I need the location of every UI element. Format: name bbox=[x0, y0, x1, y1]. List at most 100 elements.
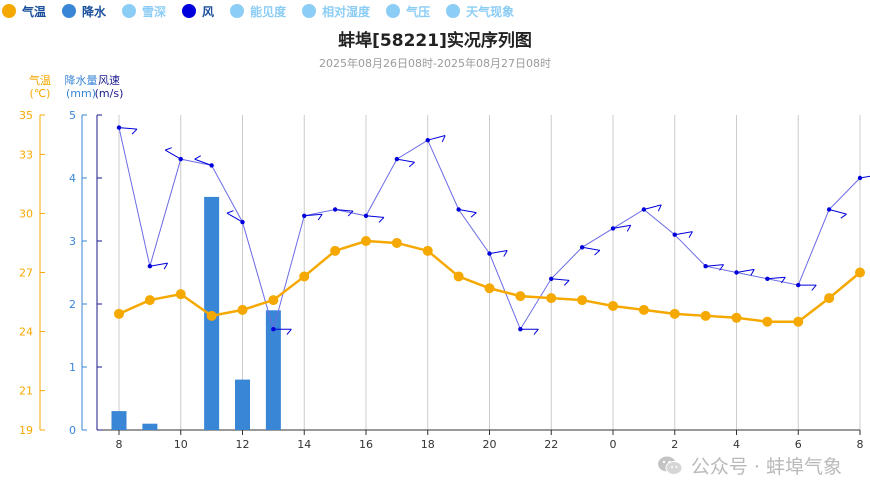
wind-point bbox=[857, 175, 863, 181]
wind-barb bbox=[226, 210, 243, 223]
wind-barb bbox=[520, 328, 539, 335]
temp-point bbox=[299, 271, 310, 282]
wind-barb bbox=[674, 231, 693, 238]
legend-marker-icon bbox=[302, 4, 317, 18]
precip-bar bbox=[111, 411, 127, 430]
temp-tick-label: 33 bbox=[19, 148, 33, 161]
wind-point bbox=[579, 245, 585, 250]
legend-marker-icon bbox=[122, 4, 137, 18]
legend-item[interactable]: 天气现象 bbox=[446, 3, 514, 20]
wind-barb-staff bbox=[164, 149, 182, 160]
wind-barb bbox=[612, 224, 632, 232]
x-tick-label: 10 bbox=[174, 438, 188, 451]
wind-barb-staff bbox=[705, 264, 724, 267]
chart-title: 蚌埠[58221]实况序列图 bbox=[338, 31, 532, 51]
precip-tick-label: 2 bbox=[69, 298, 76, 311]
x-tick-label: 14 bbox=[297, 438, 311, 451]
legend-label: 能见度 bbox=[250, 4, 287, 19]
temp-point bbox=[391, 237, 402, 248]
x-tick-label: 12 bbox=[236, 438, 250, 451]
temp-point bbox=[855, 267, 865, 278]
x-tick-label: 16 bbox=[359, 438, 373, 451]
wind-barb-staff bbox=[859, 175, 870, 179]
x-tick-label: 8 bbox=[116, 438, 123, 451]
wind-barb-flag bbox=[226, 210, 234, 214]
precip-bar bbox=[265, 310, 281, 430]
wind-barb bbox=[304, 213, 323, 221]
precip-bar bbox=[235, 379, 250, 430]
temp-point bbox=[114, 308, 124, 319]
wind-barb bbox=[489, 249, 508, 257]
watermark: 公众号 · 蚌埠气象 bbox=[657, 452, 842, 479]
wind-point bbox=[425, 138, 430, 143]
legend-label: 风 bbox=[202, 4, 215, 19]
wind-barb bbox=[396, 158, 415, 168]
wind-barb-flag bbox=[378, 217, 385, 223]
wind-barb bbox=[164, 147, 182, 160]
wind-axis-title: 风速 bbox=[98, 74, 120, 87]
wind-barb bbox=[643, 204, 662, 212]
wind-barb-flag bbox=[563, 280, 570, 286]
legend-item[interactable]: 风 bbox=[182, 3, 214, 20]
wind-point bbox=[672, 232, 677, 237]
legend-label: 相对湿度 bbox=[322, 4, 371, 19]
wind-barb-staff bbox=[643, 204, 662, 210]
precip-tick-label: 0 bbox=[69, 424, 76, 437]
wind-point bbox=[209, 163, 214, 168]
wind-point bbox=[765, 276, 770, 281]
wind-barb-staff bbox=[118, 127, 137, 130]
wind-barb bbox=[118, 127, 138, 135]
legend-label: 气压 bbox=[406, 4, 431, 19]
legend-item[interactable]: 相对湿度 bbox=[302, 3, 370, 20]
wind-point bbox=[178, 156, 183, 162]
wind-barb-flag bbox=[164, 147, 172, 151]
x-tick-label: 8 bbox=[857, 438, 864, 451]
chart-subtitle: 2025年08月26日08时-2025年08月27日08时 bbox=[319, 57, 551, 70]
wechat-icon bbox=[657, 456, 683, 475]
x-tick-label: 4 bbox=[733, 438, 740, 451]
wind-barb-staff bbox=[149, 262, 168, 267]
legend-marker-icon bbox=[386, 4, 401, 18]
temp-point bbox=[268, 295, 279, 306]
temp-point bbox=[237, 304, 248, 315]
wind-point bbox=[240, 219, 245, 225]
temp-tick-label: 24 bbox=[19, 326, 33, 339]
wind-point bbox=[116, 125, 122, 130]
wind-point bbox=[487, 251, 492, 256]
legend-item[interactable]: 能见度 bbox=[230, 3, 286, 20]
legend-item[interactable]: 雪深 bbox=[122, 3, 166, 20]
temp-tick-label: 30 bbox=[19, 207, 33, 220]
wind-barb-staff bbox=[828, 209, 847, 215]
wind-barb-flag bbox=[811, 284, 817, 291]
wind-barb-flag bbox=[780, 276, 786, 284]
temp-point bbox=[762, 316, 773, 327]
wind-barb-staff bbox=[396, 158, 415, 163]
x-tick-label: 6 bbox=[795, 438, 802, 451]
wind-barb bbox=[582, 246, 601, 256]
wind-axis-unit: (m/s) bbox=[95, 87, 124, 100]
wind-barb-staff bbox=[335, 209, 354, 212]
temp-point bbox=[175, 289, 186, 300]
temp-point bbox=[824, 293, 835, 304]
temp-point bbox=[453, 271, 464, 282]
wind-barb-flag bbox=[626, 225, 632, 232]
temp-point bbox=[515, 291, 526, 302]
temp-point bbox=[546, 293, 557, 304]
wind-barb-flag bbox=[750, 269, 755, 276]
wind-barb bbox=[736, 268, 755, 276]
wind-point bbox=[703, 264, 708, 269]
temp-point bbox=[731, 312, 742, 323]
legend-item[interactable]: 气压 bbox=[386, 3, 430, 20]
wind-barb-staff bbox=[674, 231, 693, 236]
legend-item[interactable]: 降水 bbox=[62, 3, 106, 20]
wind-barb bbox=[194, 155, 212, 166]
x-tick-label: 18 bbox=[421, 438, 435, 451]
wind-barb-staff bbox=[767, 276, 786, 280]
temp-axis-title: 气温 bbox=[29, 73, 51, 87]
legend-item[interactable]: 气温 bbox=[2, 3, 46, 20]
x-tick-label: 20 bbox=[483, 438, 497, 451]
wind-barb-staff bbox=[582, 246, 600, 251]
wind-point bbox=[734, 270, 739, 275]
wind-barb-staff bbox=[736, 268, 755, 273]
wind-barb-staff bbox=[489, 249, 508, 255]
